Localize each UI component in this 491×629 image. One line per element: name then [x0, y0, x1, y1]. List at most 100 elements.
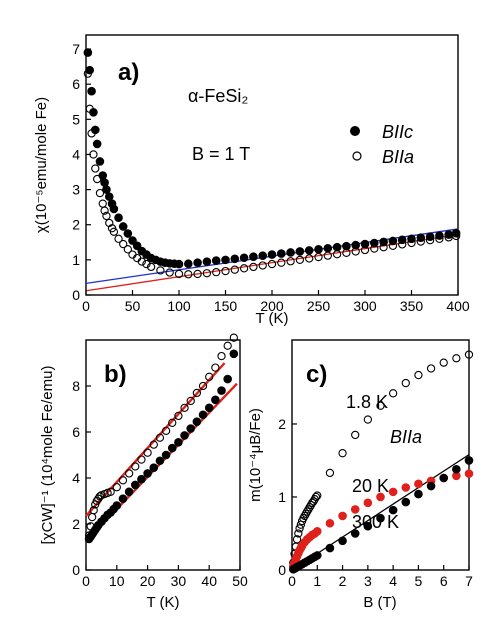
panel-a-data-point	[137, 257, 146, 266]
panel-a-data-point	[239, 253, 249, 263]
panel-a-data-point	[109, 204, 119, 214]
panel-c-data-point	[388, 487, 398, 497]
panel-a-data-point	[91, 164, 100, 173]
panel-a-xtick-label: 250	[307, 298, 331, 314]
panel-b-data-point	[229, 333, 238, 342]
panel-b-xtick-label: 40	[201, 573, 217, 589]
panel-c-xtick-label: 7	[465, 573, 473, 589]
panel-c-ytick-label: 2	[278, 416, 286, 432]
panel-b-data-point	[174, 411, 183, 421]
panel-b-data-point	[205, 372, 214, 381]
panel-c-data-point	[350, 505, 360, 514]
panel-a-data-point	[239, 264, 249, 273]
panel-a-data-point	[202, 269, 212, 278]
panel-a-data-point	[174, 269, 184, 279]
panel-a-data-point	[451, 228, 461, 238]
panel-c-xlabel: B (T)	[363, 594, 396, 611]
panel-c-data-point	[464, 350, 474, 359]
panel-a-data-point	[202, 257, 212, 266]
panel-a-data-point	[128, 236, 137, 245]
panel-b-data-point	[124, 469, 134, 478]
panel-a-data-point	[142, 259, 151, 269]
panel-a-data-point	[184, 270, 193, 279]
panel-c-xtick-label: 4	[389, 573, 397, 589]
panel-b-ytick-label: 6	[72, 424, 80, 440]
panel-b-ytick-label: 8	[72, 378, 80, 394]
panel-b-data-point	[112, 483, 121, 492]
panel-b-data-point	[84, 531, 94, 540]
panel-a-data-point	[85, 104, 94, 113]
panel-a-ytick-label: 7	[72, 41, 80, 57]
panel-a-data-point	[230, 265, 239, 274]
panel-a-data-point	[123, 245, 132, 254]
panel-a-data-point	[249, 262, 258, 272]
panel-b-data-point	[130, 480, 140, 490]
panel-c-xtick-label: 1	[313, 573, 321, 589]
panel-a-data-point	[351, 247, 360, 256]
panel-c-data-point	[363, 521, 373, 531]
panel-b-data-point	[143, 469, 152, 478]
panel-b-data-point	[161, 450, 171, 460]
panel-c-data-point	[388, 389, 398, 398]
panel-c-data-point	[401, 378, 410, 388]
panel-a-data-point	[221, 266, 230, 276]
panel-c-data-point	[426, 364, 436, 373]
panel-b-ytick-label: 0	[72, 562, 80, 578]
panel-b-data-point	[86, 522, 95, 531]
panel-a-data-point	[360, 239, 370, 249]
panel-c-ytick-label: 0	[278, 562, 286, 578]
panel-a-data-point	[304, 246, 314, 255]
panel-a-data-point	[388, 241, 398, 250]
panel-a-data-point	[323, 243, 333, 253]
panel-b-data-point	[167, 443, 177, 453]
panel-b-data-point	[211, 363, 220, 372]
panel-a-data-point	[379, 243, 388, 252]
panel-a-data-point	[100, 178, 109, 187]
panel-b-data-point	[155, 433, 165, 442]
panel-a-data-point	[370, 244, 379, 253]
panel-a-data-point	[258, 251, 268, 260]
panel-b-data-point	[186, 396, 195, 406]
panel-a-data-point	[93, 174, 102, 184]
panel-a-data-point	[211, 256, 221, 265]
panel-a-data-point	[305, 254, 314, 263]
panel-a-ytick-label: 3	[72, 182, 80, 198]
panel-c-xtick-label: 3	[364, 573, 372, 589]
panel-c-data-point	[311, 492, 321, 502]
panel-a-data-point	[87, 129, 96, 138]
panel-b-data-point	[131, 462, 140, 471]
panel-c-ylabel: m(10⁻⁴μB/Fe)	[247, 408, 264, 502]
panel-a-data-point	[193, 269, 202, 279]
panel-b-data-point	[192, 417, 202, 426]
panel-b-data-point	[89, 506, 98, 515]
panel-a-data-point	[451, 231, 461, 241]
panel-c-data-point	[350, 529, 360, 538]
panel-c-fit-line	[291, 454, 470, 571]
panel-a-data-point	[212, 268, 221, 277]
panel-b-data-point	[204, 403, 214, 413]
panel-a-data-point	[425, 236, 435, 245]
panel-c-data-point	[338, 511, 347, 521]
panel-a-ytick-label: 1	[72, 252, 80, 268]
panel-c-data-point	[312, 551, 322, 560]
panel-a-data-point	[332, 250, 342, 259]
panel-c-ytick-label: 1	[278, 489, 286, 505]
panel-c-data-point	[325, 543, 335, 553]
panel-a-data-point	[407, 234, 416, 244]
panel-c-data-point	[294, 529, 303, 538]
panel-a-ylabel: χ(10⁻⁵emu/mole Fe)	[33, 97, 50, 233]
panel-a-data-point	[277, 249, 286, 258]
panel-a-ytick-label: 5	[72, 111, 80, 127]
panel-b-data-point	[174, 438, 183, 447]
panel-a-data-point	[360, 245, 370, 255]
panel-a-xtick-label: 350	[400, 298, 424, 314]
panel-c-xtick-label: 2	[339, 573, 347, 589]
compound-annotation: α-FeSi₂	[188, 86, 248, 106]
panel-b-data-point	[149, 440, 158, 449]
panel-b-data-point	[137, 474, 146, 484]
panel-b-data-point	[217, 386, 226, 395]
panel-b-data-point	[161, 426, 171, 435]
panel-b-data-point	[217, 351, 226, 361]
panel-c-data-point	[401, 483, 411, 492]
